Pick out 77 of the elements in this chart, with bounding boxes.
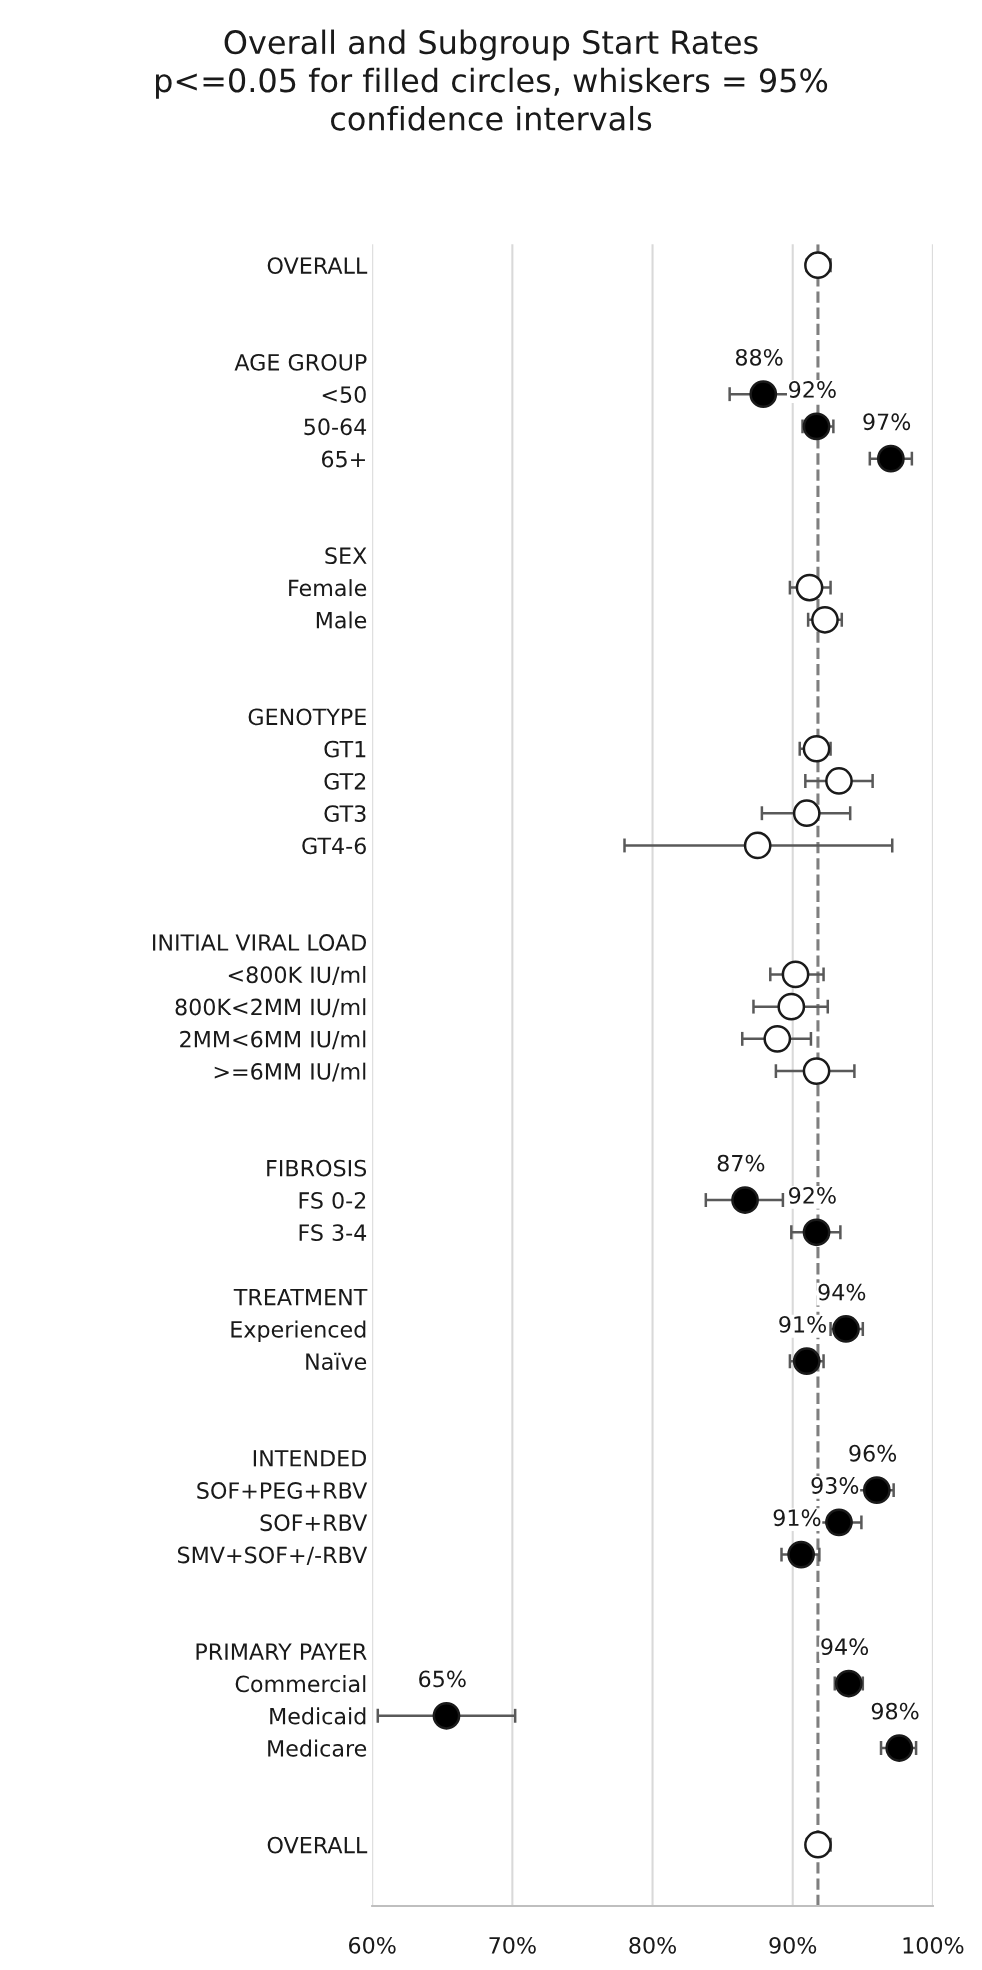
point	[802, 412, 831, 441]
data-label: 88%	[735, 348, 783, 366]
data-label: 65%	[419, 1670, 466, 1688]
point	[804, 1830, 832, 1859]
y-tick-label: 50-64	[304, 418, 367, 436]
y-tick-label: Commercial	[235, 1675, 366, 1693]
point	[802, 1057, 831, 1085]
point	[876, 444, 905, 473]
data-label: 97%	[863, 413, 911, 431]
y-tick-label: GENOTYPE	[248, 708, 366, 726]
point	[802, 734, 831, 763]
y-tick-label: 800K<2MM IU/ml	[175, 998, 366, 1018]
data-label: 91%	[773, 1509, 821, 1527]
y-tick-label: GT3	[324, 805, 366, 822]
data-label: 94%	[818, 1283, 866, 1301]
data-label: 96%	[849, 1444, 897, 1462]
y-tick-label: Medicaid	[270, 1707, 366, 1725]
point	[432, 1701, 461, 1730]
point	[834, 1669, 863, 1698]
y-tick-label: TREATMENT	[233, 1288, 368, 1306]
data-label: 92%	[789, 1186, 836, 1204]
point	[731, 1186, 759, 1214]
point	[777, 992, 806, 1021]
y-tick-label: SOF+PEG+RBV	[197, 1482, 368, 1499]
point	[795, 573, 824, 602]
y-tick-label: OVERALL	[267, 257, 368, 274]
point	[792, 1347, 821, 1376]
y-tick-label: <800K IU/ml	[228, 965, 366, 985]
chart-title: Overall and Subgroup Start Rates p<=0.05 for filled circles, whiskers = 95% confidence intervals	[156, 29, 828, 131]
point	[804, 251, 832, 280]
y-tick-label: 2MM<6MM IU/ml	[180, 1030, 366, 1050]
y-tick-label: FS 0-2	[299, 1191, 366, 1209]
y-tick-label: GT1	[324, 740, 366, 758]
y-tick-label: PRIMARY PAYER	[196, 1643, 367, 1660]
x-tick-label: 90%	[769, 1936, 817, 1954]
point	[811, 605, 839, 634]
point	[885, 1734, 914, 1762]
y-tick-label: FS 3-4	[299, 1224, 367, 1242]
y-tick-label: Female	[289, 579, 367, 597]
y-tick-label: 65+	[321, 450, 365, 468]
point	[825, 1508, 853, 1537]
y-tick-label: GT4-6	[302, 837, 366, 855]
y-tick-label: GT2	[324, 772, 366, 790]
data-label: 87%	[717, 1154, 765, 1172]
y-tick-label: Medicare	[268, 1739, 367, 1757]
y-tick-label: <50	[322, 386, 366, 403]
data-label: 94%	[821, 1638, 869, 1656]
y-tick-label: FIBROSIS	[267, 1159, 367, 1177]
y-tick-label: SOF+RBV	[260, 1514, 368, 1532]
y-tick-label: Naïve	[306, 1352, 367, 1370]
point	[832, 1315, 860, 1343]
point	[749, 380, 778, 409]
y-tick-label: Male	[316, 611, 367, 629]
point	[825, 767, 853, 795]
x-tick-label: 100%	[903, 1936, 964, 1954]
y-tick-label: OVERALL	[267, 1836, 368, 1854]
point	[781, 960, 810, 989]
data-label: 92%	[789, 381, 836, 398]
data-label: 93%	[811, 1477, 859, 1494]
y-tick-label: INITIAL VIRAL LOAD	[153, 934, 366, 951]
data-label: 91%	[779, 1315, 826, 1333]
data-label: 98%	[871, 1702, 919, 1720]
point	[787, 1540, 815, 1569]
x-tick-label: 60%	[349, 1936, 396, 1954]
point	[763, 1025, 792, 1053]
y-tick-label: AGE GROUP	[234, 353, 367, 371]
y-tick-label: SMV+SOF+/-RBV	[177, 1546, 368, 1566]
point	[802, 1218, 831, 1247]
y-tick-label: INTENDED	[253, 1450, 366, 1467]
point	[862, 1476, 891, 1505]
y-tick-label: >=6MM IU/ml	[214, 1062, 366, 1082]
x-tick-label: 70%	[489, 1936, 536, 1954]
y-tick-label: SEX	[325, 547, 367, 565]
y-tick-label: Experienced	[231, 1320, 366, 1343]
x-tick-label: 80%	[629, 1936, 677, 1954]
point	[743, 831, 772, 860]
point	[792, 799, 821, 828]
